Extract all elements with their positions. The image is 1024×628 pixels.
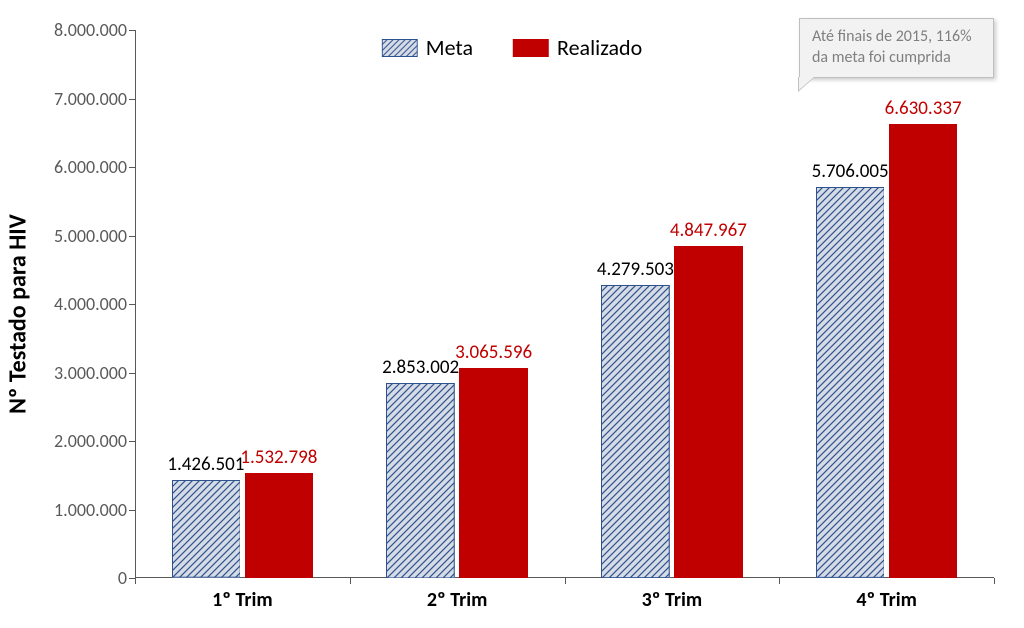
bar-realizado [245, 473, 314, 578]
x-tick-mark [350, 578, 351, 584]
bar-meta [601, 285, 670, 578]
y-tick-label: 4.000.000 [54, 293, 135, 315]
y-tick-label: 1.000.000 [54, 499, 135, 521]
data-label-realizado: 1.532.798 [240, 446, 317, 473]
y-tick-label: 7.000.000 [54, 88, 135, 110]
y-tick-mark [129, 30, 135, 31]
y-tick-label: 5.000.000 [54, 225, 135, 247]
x-tick-label: 1º Trim [212, 578, 273, 612]
y-tick-mark [129, 510, 135, 511]
y-axis-line [135, 30, 136, 578]
legend-swatch-realizado [513, 39, 549, 57]
legend-label-meta: Meta [426, 34, 473, 61]
data-label-realizado: 6.630.337 [885, 97, 962, 124]
x-tick-mark [135, 578, 136, 584]
y-tick-mark [129, 99, 135, 100]
x-tick-mark [779, 578, 780, 584]
legend-item-realizado: Realizado [513, 34, 642, 61]
data-label-realizado: 4.847.967 [670, 219, 747, 246]
legend-label-realizado: Realizado [557, 34, 642, 61]
data-label-realizado: 3.065.596 [455, 341, 532, 368]
x-tick-mark [994, 578, 995, 584]
y-tick-label: 3.000.000 [54, 362, 135, 384]
y-axis-title: Nº Testado para HIV [4, 214, 33, 414]
chart-container: Nº Testado para HIV 01.000.0002.000.0003… [0, 0, 1024, 628]
x-tick-mark [565, 578, 566, 584]
callout-pointer [799, 77, 814, 90]
x-tick-label: 2º Trim [427, 578, 488, 612]
y-tick-mark [129, 441, 135, 442]
y-tick-mark [129, 373, 135, 374]
callout-box: Até finais de 2015, 116% da meta foi cum… [799, 18, 994, 78]
y-tick-mark [129, 304, 135, 305]
bar-realizado [889, 124, 958, 578]
y-tick-label: 8.000.000 [54, 19, 135, 41]
x-tick-label: 4º Trim [856, 578, 917, 612]
legend-item-meta: Meta [382, 34, 473, 61]
data-label-meta: 5.706.005 [812, 160, 889, 187]
data-label-meta: 2.853.002 [382, 356, 459, 383]
bar-realizado [674, 246, 743, 578]
plot-area: 01.000.0002.000.0003.000.0004.000.0005.0… [135, 30, 994, 578]
data-label-meta: 4.279.503 [597, 258, 674, 285]
y-tick-label: 2.000.000 [54, 430, 135, 452]
bar-meta [816, 187, 885, 578]
x-tick-label: 3º Trim [642, 578, 703, 612]
chart-legend: Meta Realizado [382, 34, 642, 61]
bar-realizado [459, 368, 528, 578]
callout-text: Até finais de 2015, 116% da meta foi cum… [812, 27, 972, 67]
y-tick-mark [129, 167, 135, 168]
y-tick-label: 6.000.000 [54, 156, 135, 178]
bar-meta [172, 480, 241, 578]
data-label-meta: 1.426.501 [167, 453, 244, 480]
y-tick-mark [129, 236, 135, 237]
bar-meta [386, 383, 455, 578]
legend-swatch-meta [382, 39, 418, 57]
